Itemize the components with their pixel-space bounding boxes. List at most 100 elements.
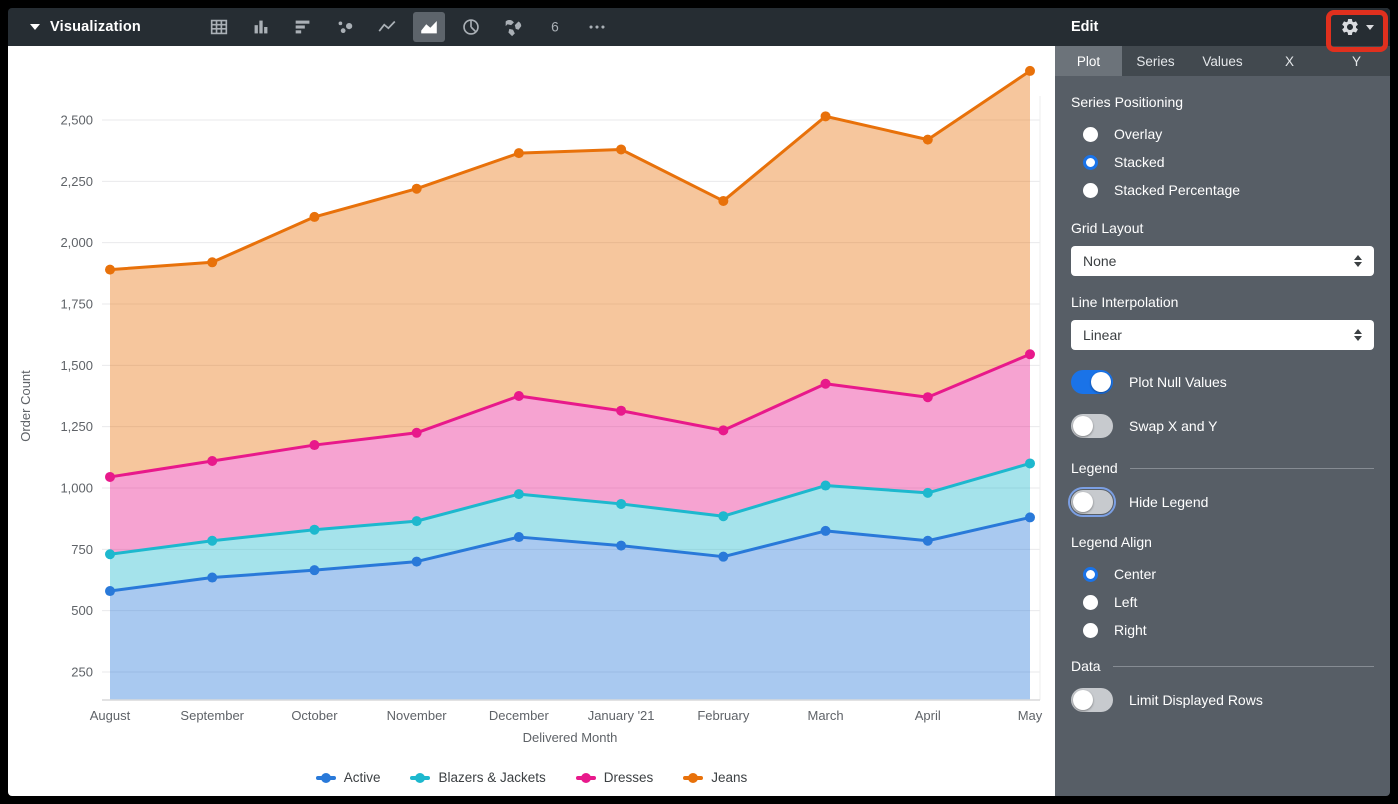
svg-text:250: 250: [71, 664, 93, 679]
viz-icon-table[interactable]: [203, 12, 235, 42]
visualization-header-bar: Visualization 6: [8, 8, 1055, 46]
radio-icon: [1083, 182, 1098, 198]
legend-marker-icon: [575, 772, 596, 783]
radio-right[interactable]: Right: [1083, 616, 1374, 644]
tab-plot[interactable]: Plot: [1055, 46, 1122, 76]
tab-y[interactable]: Y: [1351, 53, 1361, 69]
svg-text:6: 6: [551, 20, 559, 35]
viz-icon-more-options[interactable]: [581, 12, 613, 42]
tab-series[interactable]: Series: [1136, 53, 1175, 69]
svg-text:1,250: 1,250: [60, 419, 93, 434]
edit-panel-tabs: Plot Series Values X Y: [1055, 46, 1390, 76]
section-divider: [1129, 467, 1374, 469]
legend-section-header: Legend: [1071, 460, 1374, 476]
viz-icon-single-value[interactable]: 6: [539, 12, 571, 42]
svg-text:September: September: [180, 708, 244, 723]
line-interpolation-select[interactable]: Linear: [1071, 320, 1374, 350]
legend-item-dresses[interactable]: Dresses: [575, 770, 654, 785]
radio-overlay[interactable]: Overlay: [1083, 120, 1374, 148]
plot-null-values-row: Plot Null Values: [1071, 370, 1374, 394]
viz-icon-line-chart[interactable]: [371, 12, 403, 42]
tab-x[interactable]: X: [1284, 53, 1294, 69]
radio-label: Overlay: [1114, 126, 1163, 142]
hide-legend-row: Hide Legend: [1068, 487, 1374, 517]
settings-menu-button[interactable]: [1340, 8, 1374, 46]
chart-type-toolbar: 6: [203, 12, 613, 42]
radio-stacked[interactable]: Stacked: [1083, 148, 1374, 176]
svg-text:1,500: 1,500: [60, 358, 93, 373]
radio-icon: [1083, 622, 1098, 638]
svg-text:October: October: [291, 708, 338, 723]
swap-x-y-row: Swap X and Y: [1071, 414, 1374, 438]
edit-panel-title: Edit: [1071, 19, 1099, 35]
legend-label: Active: [343, 770, 381, 785]
line-interpolation-value: Linear: [1083, 327, 1122, 343]
edit-panel-body: Series Positioning Overlay Stacked Stack…: [1055, 76, 1390, 796]
legend-label: Blazers & Jackets: [438, 770, 546, 785]
section-divider: [1112, 665, 1374, 667]
svg-text:January '21: January '21: [588, 708, 655, 723]
svg-text:February: February: [697, 708, 750, 723]
legend-align-label: Legend Align: [1071, 534, 1152, 550]
svg-text:Order Count: Order Count: [18, 370, 33, 442]
limit-displayed-rows-toggle[interactable]: [1071, 688, 1113, 712]
svg-text:2,250: 2,250: [60, 174, 93, 189]
svg-text:December: December: [489, 708, 550, 723]
legend-label: Dresses: [603, 770, 654, 785]
grid-layout-value: None: [1083, 253, 1117, 269]
toggle-knob: [1091, 372, 1111, 392]
swap-x-y-toggle[interactable]: [1071, 414, 1113, 438]
toggle-label: Hide Legend: [1129, 494, 1209, 510]
stacked-area-chart: 250 500 750 1,000 1,250 1,500 1,750 2,000 2,250 2…: [18, 65, 1043, 745]
radio-center[interactable]: Center: [1083, 560, 1374, 588]
legend-marker-icon: [315, 772, 336, 783]
svg-text:1,750: 1,750: [60, 296, 93, 311]
toggle-knob: [1073, 690, 1093, 710]
chart-legend: Active Blazers & Jackets Dresses Jeans: [8, 770, 1055, 785]
svg-text:750: 750: [71, 542, 93, 557]
legend-marker-icon: [683, 772, 704, 783]
toggle-label: Limit Displayed Rows: [1129, 692, 1263, 708]
svg-text:May: May: [1018, 708, 1043, 723]
limit-displayed-rows-row: Limit Displayed Rows: [1071, 688, 1374, 712]
radio-label: Left: [1114, 594, 1138, 610]
collapse-caret-icon: [30, 24, 40, 30]
series-positioning-label: Series Positioning: [1071, 94, 1184, 110]
viz-icon-scatter-chart[interactable]: [329, 12, 361, 42]
toggle-label: Plot Null Values: [1129, 374, 1227, 390]
viz-icon-map-chart[interactable]: [497, 12, 529, 42]
legend-label: Jeans: [711, 770, 748, 785]
legend-item-blazers-jackets[interactable]: Blazers & Jackets: [410, 770, 546, 785]
viz-icon-pie-chart[interactable]: [455, 12, 487, 42]
radio-label: Right: [1114, 622, 1147, 638]
svg-text:2,000: 2,000: [60, 235, 93, 250]
legend-item-active[interactable]: Active: [315, 770, 381, 785]
grid-layout-select[interactable]: None: [1071, 246, 1374, 276]
radio-stacked-percentage[interactable]: Stacked Percentage: [1083, 176, 1374, 204]
viz-icon-area-chart[interactable]: [412, 12, 445, 42]
radio-icon: [1083, 594, 1098, 610]
svg-text:1,000: 1,000: [60, 480, 93, 495]
radio-icon: [1083, 566, 1098, 582]
settings-caret-icon: [1366, 24, 1374, 30]
legend-item-jeans[interactable]: Jeans: [683, 770, 747, 785]
radio-left[interactable]: Left: [1083, 588, 1374, 616]
svg-text:500: 500: [71, 603, 93, 618]
select-arrows-icon: [1354, 255, 1362, 267]
tab-values[interactable]: Values: [1202, 53, 1243, 69]
viz-icon-bar-chart[interactable]: [287, 12, 319, 42]
radio-label: Stacked: [1114, 154, 1165, 170]
plot-null-values-toggle[interactable]: [1071, 370, 1113, 394]
hide-legend-toggle[interactable]: [1068, 487, 1116, 517]
data-section-header: Data: [1071, 658, 1374, 674]
toggle-knob: [1073, 492, 1093, 512]
visualization-collapse-control[interactable]: Visualization: [8, 19, 165, 35]
section-label: Data: [1071, 658, 1101, 674]
svg-text:April: April: [915, 708, 941, 723]
viz-icon-column-chart[interactable]: [245, 12, 277, 42]
visualization-pane: Visualization 6 250 500 750 1,000 1,250 1,500…: [8, 8, 1055, 796]
select-arrows-icon: [1354, 329, 1362, 341]
radio-label: Center: [1114, 566, 1157, 582]
gear-icon: [1342, 19, 1358, 35]
chart-area: 250 500 750 1,000 1,250 1,500 1,750 2,000 2,250 2…: [8, 46, 1055, 796]
